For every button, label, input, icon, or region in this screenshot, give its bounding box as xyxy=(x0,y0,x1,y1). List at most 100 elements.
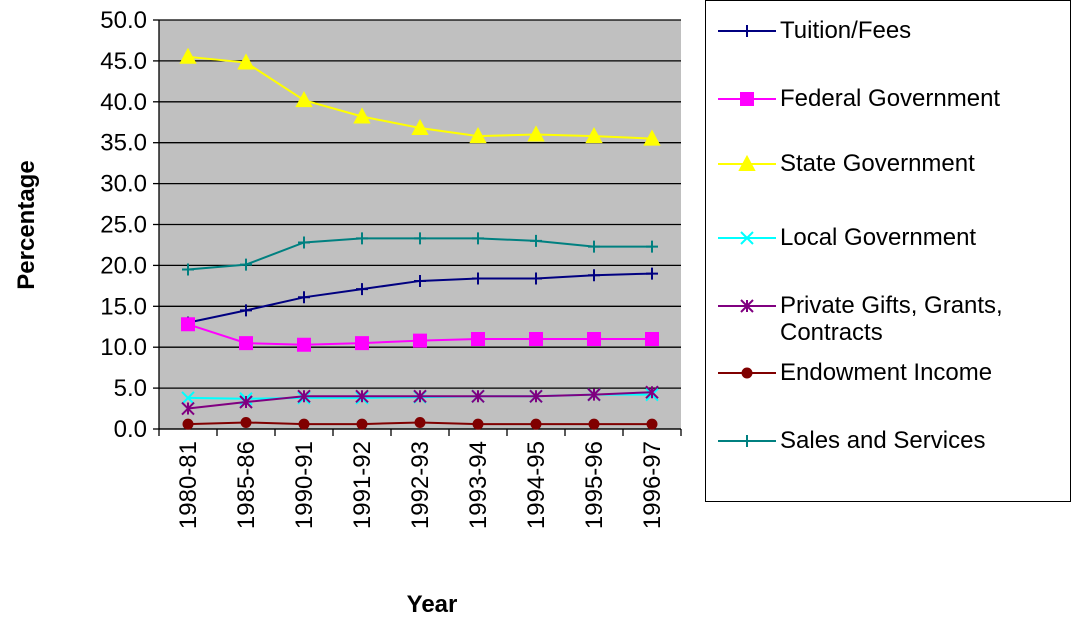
x-tick-label: 1996-97 xyxy=(639,441,666,529)
legend-label: Private Gifts, Grants, Contracts xyxy=(780,292,1003,346)
marker xyxy=(645,332,659,347)
legend-swatch xyxy=(718,299,776,313)
y-tick-label: 5.0 xyxy=(114,375,147,402)
marker xyxy=(741,25,753,37)
legend-swatch xyxy=(718,25,776,37)
marker xyxy=(643,129,661,146)
marker xyxy=(529,332,543,347)
marker xyxy=(239,395,253,409)
marker xyxy=(587,387,601,402)
y-tick-label: 45.0 xyxy=(100,48,147,75)
marker xyxy=(355,336,369,351)
legend-label: Tuition/Fees xyxy=(780,17,912,44)
legend-swatch xyxy=(718,435,776,447)
marker xyxy=(413,333,427,348)
marker xyxy=(527,125,545,142)
marker xyxy=(240,258,252,271)
marker xyxy=(646,267,658,280)
marker xyxy=(588,418,600,430)
legend-swatch xyxy=(718,231,776,245)
legend-label: Endowment Income xyxy=(780,359,993,386)
marker xyxy=(413,389,427,403)
marker xyxy=(414,274,426,287)
marker xyxy=(182,263,194,276)
marker xyxy=(356,232,368,245)
marker xyxy=(472,418,484,430)
marker xyxy=(738,154,756,171)
marker xyxy=(740,299,754,313)
marker xyxy=(588,240,600,253)
marker xyxy=(179,47,197,64)
marker xyxy=(529,389,543,403)
y-tick-label: 15.0 xyxy=(100,293,147,320)
x-tick-label: 1990-91 xyxy=(291,441,318,529)
y-tick-label: 0.0 xyxy=(114,416,147,443)
marker xyxy=(646,418,658,430)
marker xyxy=(585,127,603,144)
marker xyxy=(239,336,253,351)
legend-label: Sales and Services xyxy=(780,427,986,454)
legend-label: State Government xyxy=(780,150,975,177)
marker xyxy=(646,240,658,253)
x-tick-label: 1985-86 xyxy=(233,441,260,529)
y-tick-label: 40.0 xyxy=(100,89,147,116)
y-tick-label: 35.0 xyxy=(100,130,147,157)
marker xyxy=(411,118,429,135)
marker xyxy=(181,317,195,332)
legend-swatch xyxy=(718,92,776,106)
marker xyxy=(298,291,310,304)
x-axis-title: Year xyxy=(407,591,458,618)
y-tick-label: 50.0 xyxy=(100,7,147,34)
marker xyxy=(240,416,252,428)
marker xyxy=(295,91,313,108)
legend-label: Local Government xyxy=(780,224,977,251)
marker xyxy=(740,92,754,106)
marker xyxy=(181,391,195,405)
x-tick-label: 1991-92 xyxy=(349,441,376,529)
x-tick-label: 1995-96 xyxy=(581,441,608,529)
x-tick-label: 1980-81 xyxy=(175,441,202,529)
marker xyxy=(298,418,310,430)
marker xyxy=(472,232,484,245)
marker xyxy=(355,389,369,403)
marker xyxy=(645,385,659,399)
legend-swatch xyxy=(718,154,776,171)
y-tick-label: 10.0 xyxy=(100,334,147,361)
marker xyxy=(240,304,252,317)
y-tick-label: 25.0 xyxy=(100,212,147,239)
y-tick-label: 30.0 xyxy=(100,171,147,198)
marker xyxy=(530,272,542,285)
marker xyxy=(530,418,542,430)
x-tick-label: 1994-95 xyxy=(523,441,550,529)
marker xyxy=(414,232,426,245)
marker xyxy=(356,418,368,430)
marker xyxy=(353,107,371,124)
marker xyxy=(530,234,542,247)
marker xyxy=(741,435,753,447)
marker xyxy=(472,272,484,285)
marker xyxy=(587,332,601,347)
marker xyxy=(297,389,311,403)
marker xyxy=(471,332,485,347)
marker xyxy=(356,283,368,296)
marker xyxy=(182,418,194,430)
legend-label: Federal Government xyxy=(780,85,1001,112)
x-tick-label: 1992-93 xyxy=(407,441,434,529)
marker xyxy=(469,127,487,144)
marker xyxy=(297,337,311,352)
marker xyxy=(740,231,754,245)
marker xyxy=(298,236,310,249)
marker xyxy=(471,389,485,403)
y-tick-label: 20.0 xyxy=(100,252,147,279)
legend-swatch xyxy=(718,367,776,379)
x-tick-label: 1993-94 xyxy=(465,441,492,529)
marker xyxy=(741,367,753,379)
y-axis-title: Percentage xyxy=(13,160,40,289)
legend: Tuition/Fees Federal Government State Gove… xyxy=(705,0,1071,502)
marker xyxy=(414,416,426,428)
marker xyxy=(588,269,600,282)
marker xyxy=(237,53,255,70)
marker xyxy=(181,401,195,416)
